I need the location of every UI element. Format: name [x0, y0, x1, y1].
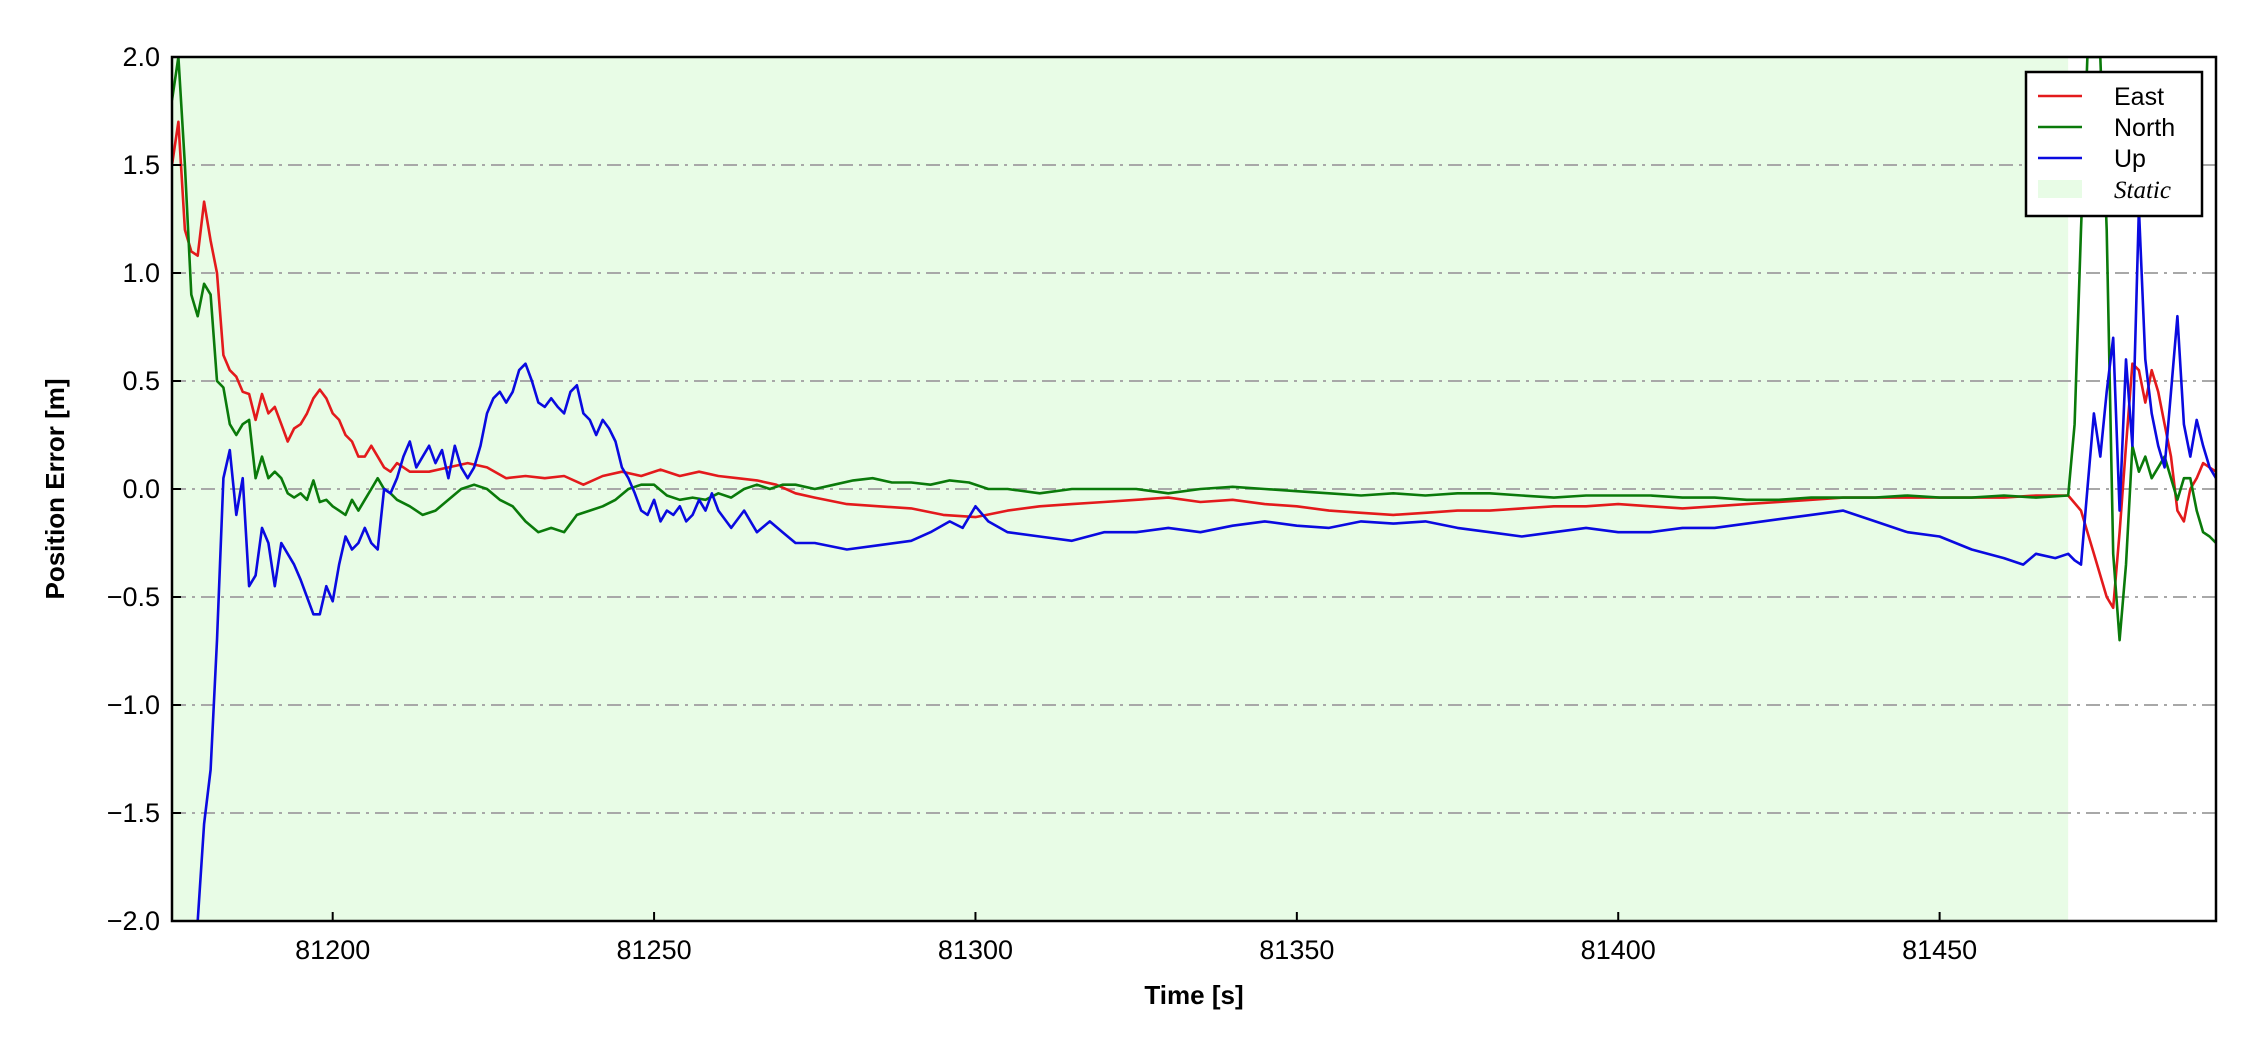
x-axis-title: Time [s]	[1144, 980, 1243, 1010]
legend-label-static: Static	[2114, 177, 2171, 204]
series-line-north	[172, 57, 2216, 642]
grid-lines	[172, 164, 2216, 814]
y-tick-label: 0.0	[122, 474, 160, 504]
legend-swatch-static	[2038, 180, 2082, 198]
legend-label-east: East	[2114, 83, 2164, 111]
y-tick-label: 2.0	[122, 42, 160, 72]
y-tick-label: 0.5	[122, 366, 160, 396]
y-tick-label: −2.0	[107, 906, 160, 936]
y-tick-label: 1.0	[122, 258, 160, 288]
x-tick-label: 81300	[938, 935, 1013, 965]
x-tick-label: 81450	[1902, 935, 1977, 965]
legend: East North Up Static	[2024, 70, 2204, 218]
y-tick-label: −1.5	[107, 798, 160, 828]
axis-ticks: −2.0 −1.5 −1.0 −0.5 0.0 0.5 1.0 1.5 2.0 81200 8125…	[107, 42, 1977, 965]
y-tick-label: 1.5	[122, 150, 160, 180]
x-tick-label: 81400	[1581, 935, 1656, 965]
x-tick-label: 81200	[295, 935, 370, 965]
series-line-up	[196, 206, 2216, 921]
series-line-east	[172, 120, 2216, 610]
y-axis-title: Position Error [m]	[40, 378, 70, 599]
x-tick-label: 81250	[617, 935, 692, 965]
y-tick-label: −1.0	[107, 690, 160, 720]
x-tick-label: 81350	[1259, 935, 1334, 965]
legend-label-up: Up	[2114, 145, 2146, 173]
legend-label-north: North	[2114, 114, 2175, 142]
series-layer	[172, 57, 2216, 921]
y-tick-label: −0.5	[107, 582, 160, 612]
